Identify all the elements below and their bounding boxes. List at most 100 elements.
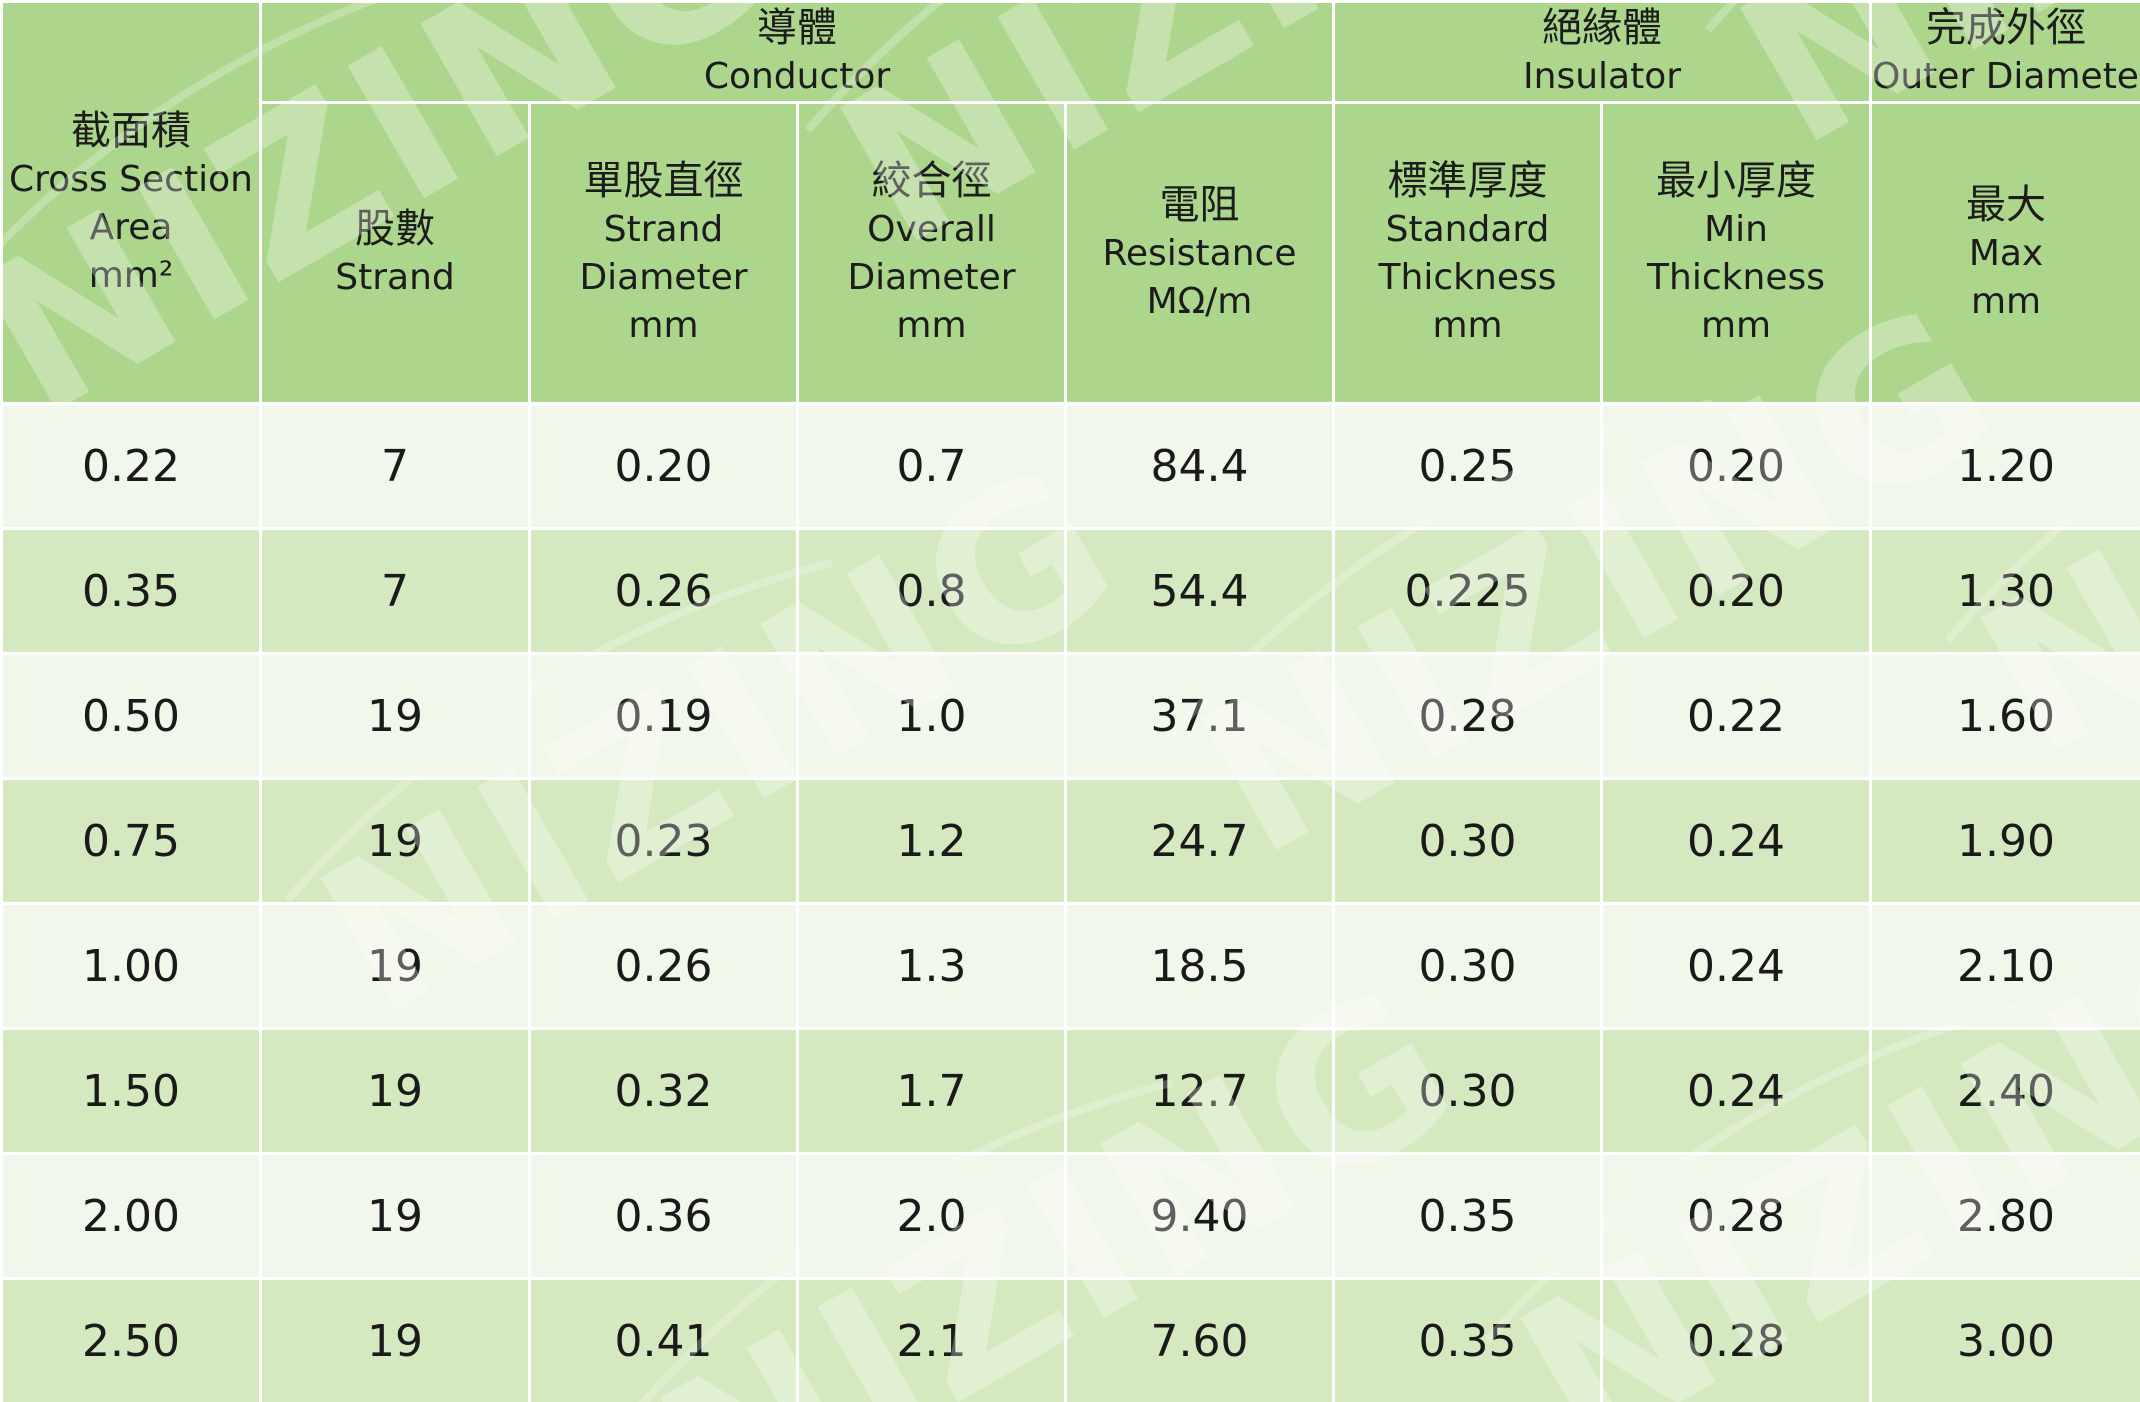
cell-strand: 19 [259, 902, 531, 1030]
header-min-thickness-cn: 最小厚度 [1656, 158, 1817, 204]
header-max: 最大 Max mm [1869, 101, 2140, 405]
cell-area: 2.00 [0, 1152, 262, 1280]
cell-strand: 7 [259, 402, 531, 530]
cell-strand-diameter: 0.32 [528, 1027, 799, 1155]
cell-strand-diameter: 0.26 [528, 527, 799, 655]
header-insulator-en: Insulator [1523, 56, 1682, 97]
cell-standard-thickness: 0.25 [1332, 402, 1604, 530]
cell-resistance: 9.40 [1063, 1152, 1336, 1280]
cell-overall-diameter: 0.8 [796, 527, 1067, 655]
cell-area: 1.00 [0, 902, 262, 1030]
header-strand-diameter: 單股直徑 Strand Diameter mm [528, 101, 799, 405]
cell-min-thickness: 0.20 [1600, 527, 1873, 655]
header-strand: 股數 Strand [259, 101, 531, 405]
header-strand-diameter-en1: Strand [603, 209, 724, 250]
header-min-thickness-en1: Min [1704, 209, 1768, 250]
cell-overall-diameter: 2.1 [796, 1277, 1067, 1402]
cell-resistance: 37.1 [1063, 652, 1336, 780]
cell-overall-diameter: 1.2 [796, 777, 1067, 905]
cell-strand-diameter: 0.20 [528, 402, 799, 530]
cell-min-thickness: 0.28 [1600, 1152, 1873, 1280]
cell-resistance: 54.4 [1063, 527, 1336, 655]
cell-max-diameter: 2.10 [1869, 902, 2140, 1030]
header-cross-section: 截面積 Cross Section Area mm² [0, 0, 262, 405]
cell-overall-diameter: 1.7 [796, 1027, 1067, 1155]
cell-min-thickness: 0.24 [1600, 1027, 1873, 1155]
cell-strand-diameter: 0.19 [528, 652, 799, 780]
header-standard-thickness-unit: mm [1432, 305, 1503, 346]
cell-max-diameter: 1.20 [1869, 402, 2140, 530]
table-row: 1.00 19 0.26 1.3 18.5 0.30 0.24 2.10 [0, 902, 2140, 1030]
header-insulator-cn: 絕緣體 [1542, 5, 1663, 51]
header-conductor-group: 導體 Conductor [258, 0, 1336, 104]
cell-max-diameter: 2.80 [1869, 1152, 2140, 1280]
cell-min-thickness: 0.20 [1600, 402, 1873, 530]
cell-max-diameter: 2.40 [1869, 1027, 2140, 1155]
cell-standard-thickness: 0.35 [1332, 1277, 1604, 1402]
cell-area: 1.50 [0, 1027, 262, 1155]
table-row: 2.50 19 0.41 2.1 7.60 0.35 0.28 3.00 [0, 1277, 2140, 1402]
cell-max-diameter: 3.00 [1869, 1277, 2140, 1402]
cell-strand: 19 [259, 1152, 531, 1280]
cell-strand: 19 [259, 1277, 531, 1402]
table-row: 0.75 19 0.23 1.2 24.7 0.30 0.24 1.90 [0, 777, 2140, 905]
cell-resistance: 84.4 [1063, 402, 1336, 530]
cell-resistance: 7.60 [1063, 1277, 1336, 1402]
cell-max-diameter: 1.30 [1869, 527, 2140, 655]
cell-overall-diameter: 0.7 [796, 402, 1067, 530]
cell-max-diameter: 1.90 [1869, 777, 2140, 905]
header-strand-en: Strand [335, 257, 455, 298]
header-strand-cn: 股數 [355, 206, 435, 252]
cell-standard-thickness: 0.30 [1332, 1027, 1604, 1155]
table-row: 1.50 19 0.32 1.7 12.7 0.30 0.24 2.40 [0, 1027, 2140, 1155]
cell-strand-diameter: 0.26 [528, 902, 799, 1030]
cell-min-thickness: 0.24 [1600, 777, 1873, 905]
table-row: 2.00 19 0.36 2.0 9.40 0.35 0.28 2.80 [0, 1152, 2140, 1280]
cell-resistance: 12.7 [1063, 1027, 1336, 1155]
cell-overall-diameter: 1.0 [796, 652, 1067, 780]
header-conductor-cn: 導體 [757, 5, 837, 51]
cell-strand: 19 [259, 652, 531, 780]
cell-standard-thickness: 0.225 [1332, 527, 1604, 655]
header-max-cn: 最大 [1966, 182, 2047, 228]
cell-standard-thickness: 0.30 [1332, 777, 1604, 905]
cell-strand: 19 [259, 1027, 531, 1155]
header-min-thickness-unit: mm [1700, 305, 1772, 346]
header-strand-diameter-unit: mm [628, 305, 699, 346]
table-row: 0.22 7 0.20 0.7 84.4 0.25 0.20 1.20 [0, 402, 2140, 530]
header-conductor-en: Conductor [703, 56, 891, 97]
header-resistance-unit: MΩ/m [1146, 281, 1253, 322]
header-strand-diameter-en2: Diameter [579, 257, 748, 298]
header-overall-diameter-cn: 絞合徑 [871, 158, 992, 204]
cell-area: 0.75 [0, 777, 262, 905]
cell-strand-diameter: 0.23 [528, 777, 799, 905]
cell-overall-diameter: 2.0 [796, 1152, 1067, 1280]
cell-standard-thickness: 0.30 [1332, 902, 1604, 1030]
header-resistance-cn: 電阻 [1159, 182, 1240, 228]
header-overall-diameter: 絞合徑 Overall Diameter mm [796, 101, 1067, 405]
cell-min-thickness: 0.28 [1600, 1277, 1873, 1402]
cell-area: 2.50 [0, 1277, 262, 1402]
header-insulator-group: 絕緣體 Insulator [1332, 0, 1873, 104]
cell-area: 0.35 [0, 527, 262, 655]
header-min-thickness: 最小厚度 Min Thickness mm [1600, 101, 1873, 405]
header-outer-cn: 完成外徑 [1926, 5, 2087, 51]
cell-max-diameter: 1.60 [1869, 652, 2140, 780]
cell-area: 0.22 [0, 402, 262, 530]
cell-min-thickness: 0.24 [1600, 902, 1873, 1030]
cell-min-thickness: 0.22 [1600, 652, 1873, 780]
cell-strand-diameter: 0.36 [528, 1152, 799, 1280]
header-outer-en: Outer Diameter [1872, 56, 2140, 97]
header-resistance-en: Resistance [1102, 233, 1297, 274]
header-cross-section-en1: Cross Section [9, 158, 253, 200]
header-overall-diameter-en1: Overall [867, 209, 996, 250]
header-row-columns: 股數 Strand 單股直徑 Strand Diameter mm 絞合徑 Ov… [2, 101, 2140, 405]
header-resistance: 電阻 Resistance MΩ/m [1063, 101, 1336, 405]
header-overall-diameter-unit: mm [896, 305, 967, 346]
header-max-unit: mm [1970, 281, 2042, 322]
header-outer-group: 完成外徑 Outer Diameter [1869, 0, 2140, 104]
cell-overall-diameter: 1.3 [796, 902, 1067, 1030]
header-cross-section-cn: 截面積 [71, 107, 191, 154]
header-standard-thickness-cn: 標準厚度 [1387, 158, 1548, 204]
